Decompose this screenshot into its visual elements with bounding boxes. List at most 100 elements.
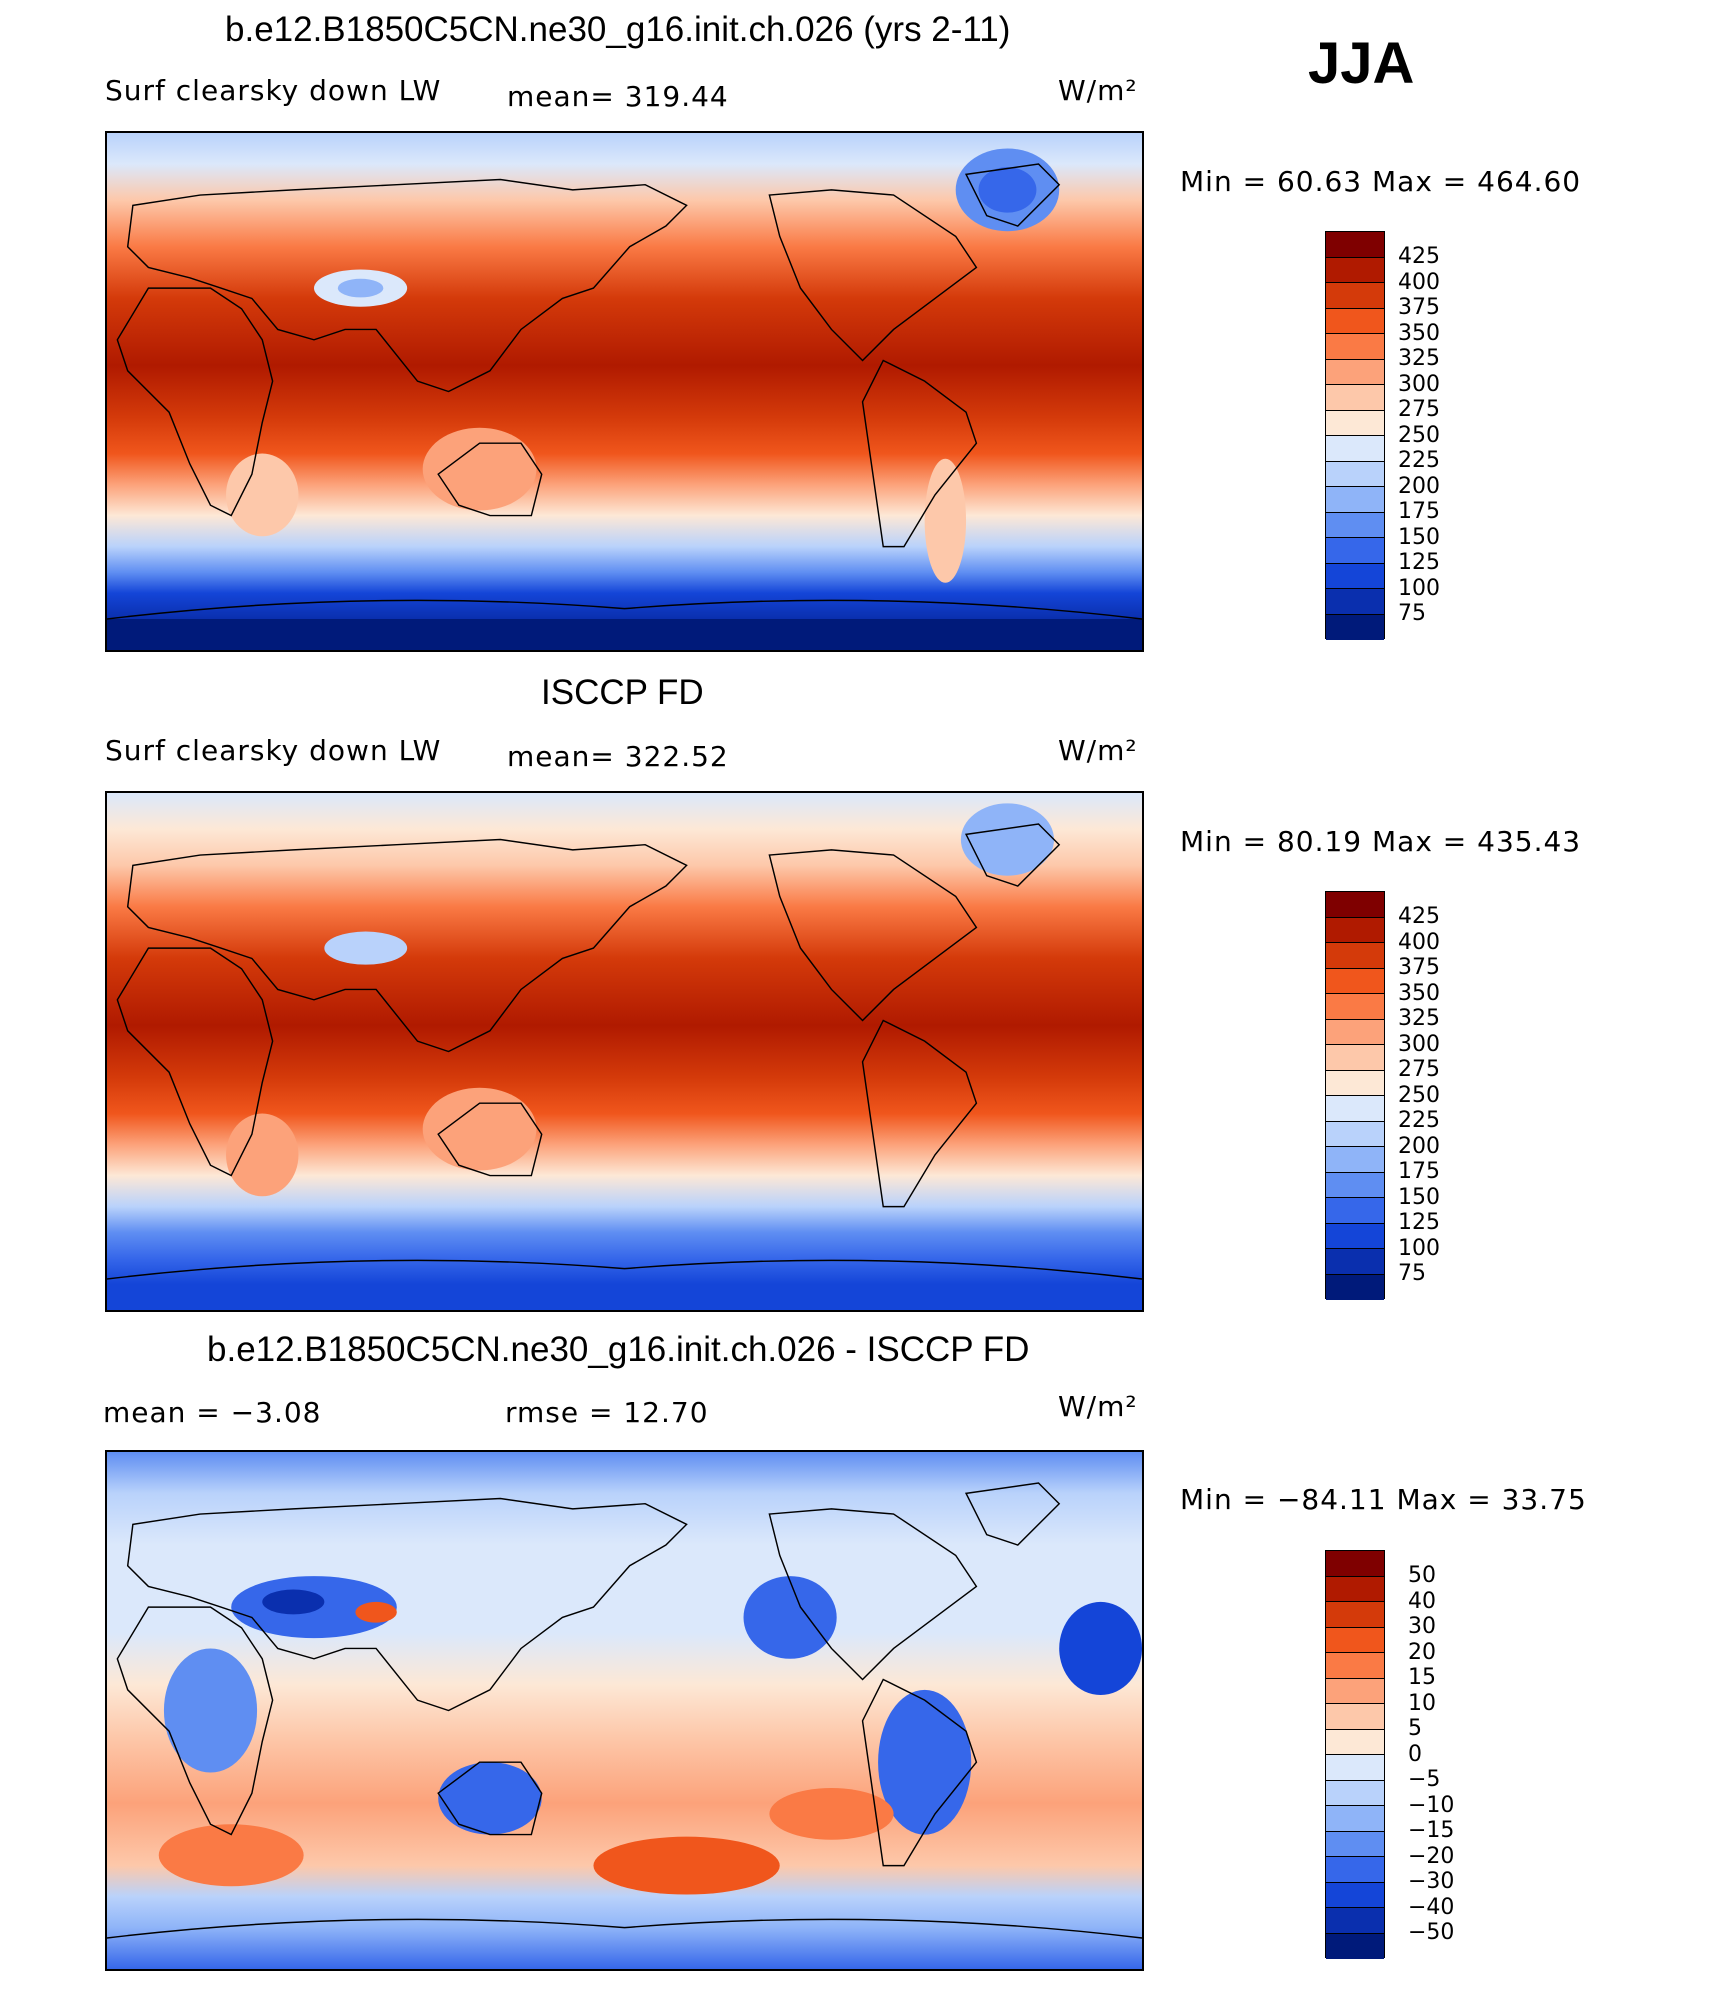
panel1-minmax: Min = 60.63 Max = 464.60	[1180, 165, 1582, 198]
panel2-colorbar-tick-label: 125	[1398, 1210, 1440, 1235]
panel2-colorbar-swatch	[1326, 943, 1384, 969]
panel2-colorbar-swatch	[1326, 968, 1384, 994]
panel3-colorbar-swatch	[1326, 1933, 1384, 1959]
panel2-colorbar-swatch	[1326, 917, 1384, 943]
panel2-colorbar-tick-label: 175	[1398, 1159, 1440, 1184]
panel2-colorbar-tick-label: 350	[1398, 980, 1440, 1006]
panel3-colorbar-tick-label: −15	[1408, 1818, 1455, 1843]
panel2-colorbar-swatch	[1326, 994, 1384, 1020]
panel3-colorbar-tick-label: 10	[1408, 1690, 1436, 1716]
panel1-colorbar-swatch	[1326, 410, 1384, 436]
panel1-colorbar-swatch	[1326, 436, 1384, 462]
panel2-units: W/m²	[1058, 734, 1138, 767]
panel2-colorbar-swatch	[1326, 1274, 1384, 1300]
panel1-colorbar-tick-label: 100	[1398, 575, 1440, 601]
panel1-colorbar-tick-label: 150	[1398, 524, 1440, 550]
panel2-colorbar-tick-label: 400	[1398, 929, 1440, 955]
panel1-colorbar-swatch	[1326, 308, 1384, 334]
panel2-variable: Surf clearsky down LW	[105, 734, 442, 767]
panel2-map	[105, 791, 1144, 1312]
panel1-colorbar	[1325, 231, 1385, 640]
panel2-colorbar-tick-label: 300	[1398, 1031, 1440, 1057]
panel1-colorbar-ticks: 425 400 375 350 325 300 275 250 225 200 175 150 125 1…	[1398, 244, 1440, 627]
panel1-colorbar-swatch	[1326, 512, 1384, 538]
panel3-colorbar-swatch	[1326, 1755, 1384, 1781]
panel3-colorbar-tick-label: 30	[1408, 1614, 1436, 1639]
panel3-colorbar-swatch	[1326, 1857, 1384, 1883]
panel1-colorbar-swatch	[1326, 563, 1384, 589]
panel1-colorbar-swatch	[1326, 461, 1384, 487]
panel1-colorbar-swatch	[1326, 487, 1384, 513]
panel1-colorbar-tick-label: 75	[1398, 601, 1426, 626]
panel2-colorbar-tick-label: 275	[1398, 1057, 1440, 1082]
panel2-colorbar-tick-label: 200	[1398, 1133, 1440, 1159]
panel1-colorbar-tick-label: 350	[1398, 320, 1440, 346]
panel2-title: ISCCP FD	[541, 673, 704, 712]
panel1-map	[105, 131, 1144, 652]
panel2-colorbar	[1325, 891, 1385, 1300]
panel1-colorbar-tick-label: 250	[1398, 422, 1440, 448]
panel3-title: b.e12.B1850C5CN.ne30_g16.init.ch.026 - I…	[207, 1330, 1030, 1369]
panel2-colorbar-swatch	[1326, 1249, 1384, 1275]
panel3-colorbar-swatch	[1326, 1908, 1384, 1934]
panel2-colorbar-tick-label: 75	[1398, 1261, 1426, 1286]
panel1-colorbar-tick-label: 275	[1398, 397, 1440, 422]
panel3-colorbar-tick-label: −10	[1408, 1792, 1455, 1818]
panel3-colorbar-tick-label: −50	[1408, 1920, 1455, 1945]
panel3-colorbar-swatch	[1326, 1678, 1384, 1704]
panel1-colorbar-tick-label: 200	[1398, 473, 1440, 499]
panel3-colorbar-tick-label: 0	[1408, 1741, 1422, 1767]
panel2-minmax: Min = 80.19 Max = 435.43	[1180, 825, 1582, 858]
panel2-colorbar-swatch	[1326, 1172, 1384, 1198]
panel2-colorbar-swatch	[1326, 1045, 1384, 1071]
panel1-colorbar-swatch	[1326, 359, 1384, 385]
panel3-colorbar-ticks: 50 40 30 20 15 10 5 0 −5 −10 −15 −20 −30 −40 −50	[1408, 1563, 1454, 1946]
panel3-mean: mean = −3.08	[103, 1396, 322, 1429]
panel3-colorbar	[1325, 1550, 1385, 1959]
panel1-colorbar-tick-label: 375	[1398, 295, 1440, 320]
panel2-colorbar-swatch	[1326, 1070, 1384, 1096]
panel3-colorbar-tick-label: 40	[1408, 1588, 1436, 1614]
panel2-colorbar-ticks: 425 400 375 350 325 300 275 250 225 200 175 150 125 1…	[1398, 904, 1440, 1287]
panel3-colorbar-tick-label: −40	[1408, 1894, 1455, 1920]
panel2-mean: mean= 322.52	[507, 740, 729, 773]
panel1-colorbar-swatch	[1326, 283, 1384, 309]
panel1-colorbar-tick-label: 425	[1398, 244, 1440, 269]
panel2-colorbar-tick-label: 425	[1398, 904, 1440, 929]
panel3-colorbar-swatch	[1326, 1780, 1384, 1806]
panel2-colorbar-swatch	[1326, 1198, 1384, 1224]
panel1-title: b.e12.B1850C5CN.ne30_g16.init.ch.026 (yr…	[225, 10, 1011, 49]
panel3-colorbar-swatch	[1326, 1831, 1384, 1857]
panel3-colorbar-tick-label: −30	[1408, 1869, 1455, 1894]
season-label: JJA	[1308, 31, 1415, 96]
panel1-variable: Surf clearsky down LW	[105, 74, 442, 107]
panel3-colorbar-swatch	[1326, 1576, 1384, 1602]
panel2-colorbar-swatch	[1326, 1096, 1384, 1122]
panel2-colorbar-tick-label: 325	[1398, 1006, 1440, 1031]
panel1-colorbar-tick-label: 125	[1398, 550, 1440, 575]
panel3-colorbar-tick-label: 5	[1408, 1716, 1422, 1741]
panel1-colorbar-swatch	[1326, 589, 1384, 615]
panel2-colorbar-tick-label: 375	[1398, 955, 1440, 980]
panel2-colorbar-swatch	[1326, 1121, 1384, 1147]
panel3-colorbar-swatch	[1326, 1806, 1384, 1832]
panel3-rmse: rmse = 12.70	[505, 1396, 709, 1429]
panel3-colorbar-tick-label: 15	[1408, 1665, 1436, 1690]
panel1-colorbar-tick-label: 400	[1398, 269, 1440, 295]
panel3-colorbar-tick-label: −20	[1408, 1843, 1455, 1869]
panel3-colorbar-tick-label: 20	[1408, 1639, 1436, 1665]
panel1-colorbar-tick-label: 225	[1398, 448, 1440, 473]
panel3-colorbar-swatch	[1326, 1882, 1384, 1908]
panel2-colorbar-tick-label: 100	[1398, 1235, 1440, 1261]
panel2-colorbar-swatch	[1326, 1223, 1384, 1249]
panel3-units: W/m²	[1058, 1390, 1138, 1423]
panel2-colorbar-tick-label: 150	[1398, 1184, 1440, 1210]
panel1-colorbar-swatch	[1326, 538, 1384, 564]
panel1-colorbar-tick-label: 300	[1398, 371, 1440, 397]
panel1-colorbar-tick-label: 175	[1398, 499, 1440, 524]
panel3-colorbar-swatch	[1326, 1653, 1384, 1679]
panel1-colorbar-swatch	[1326, 385, 1384, 411]
panel2-colorbar-tick-label: 225	[1398, 1108, 1440, 1133]
panel1-mean: mean= 319.44	[507, 80, 729, 113]
panel3-colorbar-swatch	[1326, 1551, 1384, 1577]
